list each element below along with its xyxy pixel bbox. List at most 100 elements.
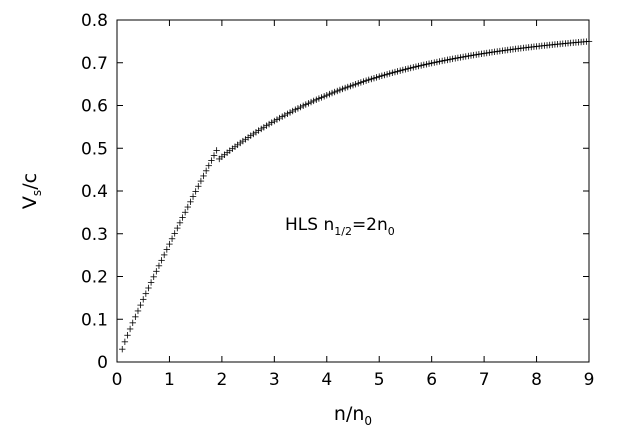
data-point xyxy=(313,96,320,103)
data-point xyxy=(132,313,139,321)
data-point xyxy=(121,338,129,346)
data-series xyxy=(119,38,593,353)
x-tick-label: 2 xyxy=(216,370,227,390)
data-point xyxy=(449,55,456,63)
data-point xyxy=(391,68,399,76)
data-point xyxy=(454,54,462,62)
data-point xyxy=(480,50,488,57)
data-point xyxy=(381,71,388,79)
data-point xyxy=(378,72,386,80)
y-axis-label: Vs/c xyxy=(19,173,44,209)
data-point xyxy=(585,38,593,45)
data-point xyxy=(417,62,425,69)
data-point xyxy=(428,59,435,67)
y-tick-label: 0.4 xyxy=(81,182,108,202)
data-point xyxy=(347,82,354,90)
data-point xyxy=(433,58,441,66)
data-point xyxy=(362,77,370,84)
data-point xyxy=(360,78,367,85)
data-point xyxy=(276,114,283,122)
data-point xyxy=(161,251,168,259)
data-point xyxy=(158,257,165,264)
data-point xyxy=(399,66,407,74)
data-point xyxy=(163,246,171,253)
data-point xyxy=(452,55,459,62)
data-point xyxy=(444,56,451,64)
data-point xyxy=(373,74,380,81)
data-point xyxy=(425,60,433,67)
model-annotation: HLS n1/2=2n0 xyxy=(285,215,395,238)
data-point xyxy=(140,296,147,303)
data-point xyxy=(328,89,336,97)
data-point xyxy=(166,240,173,248)
data-point xyxy=(299,102,307,110)
data-point xyxy=(271,117,278,125)
data-point xyxy=(192,188,199,195)
data-point xyxy=(334,87,341,95)
data-point xyxy=(467,52,475,59)
x-tick-label: 4 xyxy=(321,370,332,390)
data-point xyxy=(315,95,323,102)
data-point xyxy=(145,284,152,292)
data-point xyxy=(457,54,464,61)
data-point xyxy=(202,167,210,175)
data-point xyxy=(119,345,126,353)
data-point xyxy=(305,100,312,107)
data-point xyxy=(268,119,275,126)
data-point xyxy=(431,59,438,66)
data-point xyxy=(470,51,477,59)
x-axis-label: n/n0 xyxy=(334,403,372,428)
data-point xyxy=(473,51,480,58)
data-point xyxy=(150,273,157,281)
data-point xyxy=(195,183,202,190)
data-point xyxy=(459,53,467,61)
data-point xyxy=(302,101,309,108)
data-point xyxy=(208,157,215,164)
data-point xyxy=(339,85,346,93)
data-point xyxy=(184,203,191,211)
data-point xyxy=(478,50,485,58)
data-point xyxy=(352,81,359,88)
data-point xyxy=(412,63,420,70)
data-point xyxy=(294,105,302,112)
data-point xyxy=(376,73,383,80)
data-point xyxy=(389,69,396,76)
data-point xyxy=(174,224,181,232)
data-point xyxy=(210,152,218,159)
data-point xyxy=(465,52,472,60)
x-tick-label: 9 xyxy=(584,370,595,390)
y-tick-label: 0.6 xyxy=(81,97,108,117)
data-point xyxy=(365,76,372,84)
data-point xyxy=(281,111,289,119)
data-point xyxy=(407,64,414,72)
data-point xyxy=(147,279,155,286)
data-point xyxy=(171,230,178,237)
x-tick-label: 6 xyxy=(426,370,437,390)
y-tick-label: 0.3 xyxy=(81,225,108,245)
data-point xyxy=(153,268,160,275)
data-point xyxy=(436,58,443,65)
y-tick-label: 0.2 xyxy=(81,268,108,288)
data-point xyxy=(134,307,142,315)
data-point xyxy=(415,62,422,70)
data-point xyxy=(176,219,184,227)
data-point xyxy=(326,90,333,98)
x-tick-label: 1 xyxy=(164,370,175,390)
data-point xyxy=(397,67,404,74)
data-point xyxy=(286,109,294,116)
y-tick-label: 0.5 xyxy=(81,139,108,159)
data-point xyxy=(483,49,490,57)
data-point xyxy=(438,57,446,65)
data-point xyxy=(297,103,304,111)
data-point xyxy=(394,68,401,75)
data-point xyxy=(273,116,281,123)
data-point xyxy=(344,83,351,91)
data-point xyxy=(181,209,189,216)
data-point xyxy=(189,193,197,200)
data-point xyxy=(357,79,365,86)
data-point xyxy=(258,125,265,133)
data-point xyxy=(260,124,268,131)
data-point xyxy=(341,84,349,92)
y-axis-ticks: 0 0.1 0.2 0.3 0.4 0.5 0.6 0.7 0.8 xyxy=(81,11,589,373)
